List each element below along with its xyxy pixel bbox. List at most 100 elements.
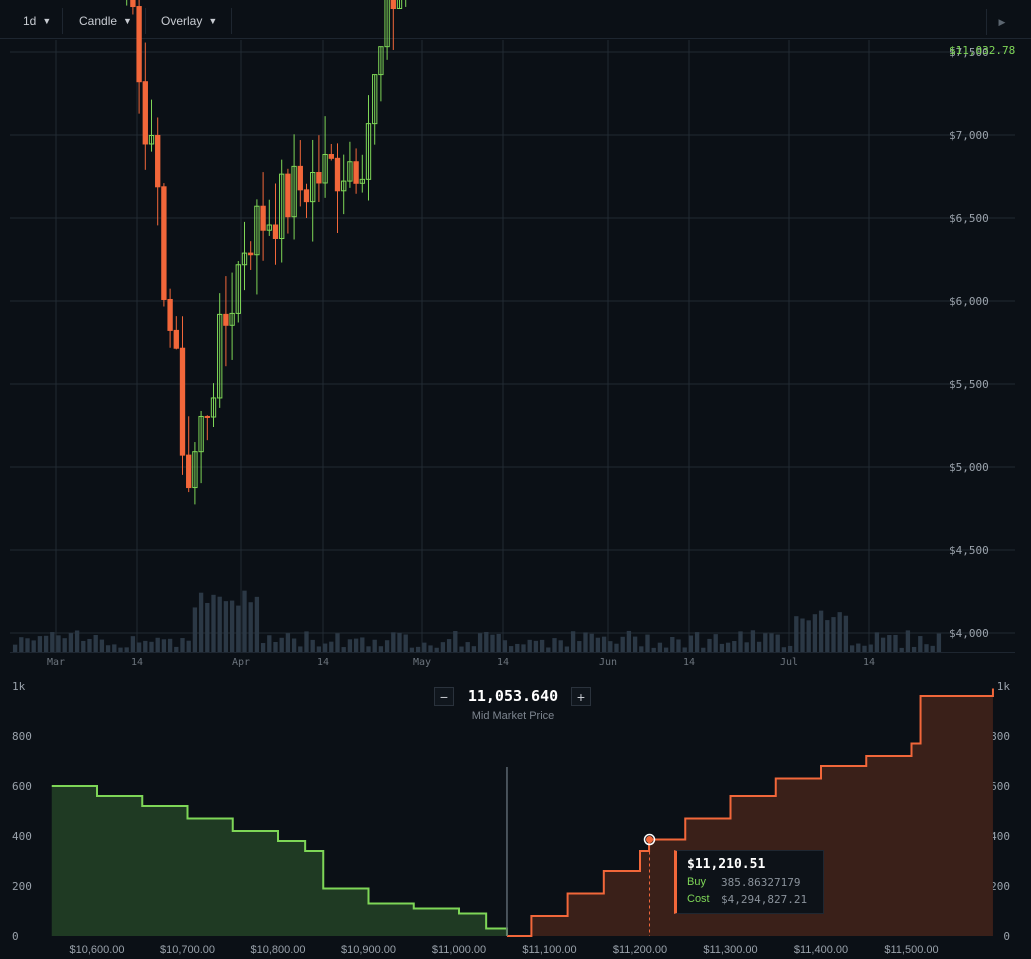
- depth-price-tick: $11,100.00: [522, 944, 576, 956]
- candle: [229, 312, 235, 326]
- time-axis-tick: 14: [317, 657, 329, 668]
- increase-button[interactable]: +: [571, 687, 591, 706]
- candle: [359, 178, 365, 184]
- volume-bar: [211, 594, 216, 652]
- volume-bar: [862, 645, 867, 652]
- candle: [254, 205, 260, 256]
- time-axis-tick: May: [413, 657, 431, 668]
- ask-line: [506, 688, 994, 937]
- volume-bar: [515, 643, 520, 652]
- volume-bar: [558, 640, 563, 652]
- volume-bar: [285, 633, 291, 652]
- tooltip-marker: [643, 833, 656, 846]
- volume-bar: [68, 633, 74, 652]
- volume-bar: [831, 617, 836, 652]
- volume-bar: [930, 645, 935, 652]
- volume-bar: [161, 639, 167, 652]
- volume-bar: [626, 630, 632, 652]
- volume-bar: [577, 641, 582, 652]
- volume-bar: [19, 637, 24, 652]
- candle: [186, 454, 192, 489]
- depth-axis-tick: 1k: [997, 680, 1011, 693]
- interval-dropdown[interactable]: 1d ▼: [9, 8, 63, 34]
- volume-bar: [750, 630, 756, 652]
- volume-bar: [254, 596, 260, 652]
- time-axis-tick: 14: [131, 657, 143, 668]
- volume-bar: [595, 637, 601, 652]
- tooltip-buy-value: 385.86327179: [721, 876, 801, 889]
- volume-bar: [310, 639, 315, 652]
- volume-bar: [843, 615, 849, 652]
- volume-bar: [459, 646, 464, 652]
- price-chart[interactable]: $10,500$10,000$9,500$9,000$8,500$8,000$7…: [0, 0, 1031, 680]
- volume-bar: [149, 641, 154, 652]
- volume-bar: [775, 634, 780, 652]
- price-axis-tick: $6,000: [949, 295, 989, 308]
- volume-bar: [205, 602, 210, 652]
- decrease-button[interactable]: −: [434, 687, 454, 706]
- depth-axis-tick: 600: [12, 780, 32, 793]
- chart-type-dropdown[interactable]: Candle ▼: [64, 8, 146, 34]
- candle: [303, 189, 310, 203]
- volume-bar: [273, 641, 278, 652]
- volume-bar: [756, 641, 762, 652]
- volume-bar: [508, 646, 514, 652]
- volume-bar: [446, 639, 452, 652]
- depth-axis-tick: 600: [990, 780, 1010, 793]
- volume-bar: [465, 642, 470, 652]
- candle: [223, 313, 229, 326]
- candle: [179, 347, 186, 456]
- volume-bar: [143, 640, 148, 652]
- volume-bar: [347, 639, 353, 652]
- tooltip-cost-value: $4,294,827.21: [721, 893, 808, 906]
- depth-axis-tick: 800: [990, 730, 1010, 743]
- volume-bar: [738, 631, 743, 652]
- depth-price-tick: $11,400.00: [794, 944, 848, 956]
- chart-type-label: Candle: [79, 14, 118, 28]
- candle: [167, 298, 173, 331]
- candle: [310, 171, 316, 203]
- candle: [384, 0, 390, 48]
- price-axis-tick: $7,500: [949, 46, 989, 59]
- volume-bar: [422, 642, 427, 652]
- volume-bar: [570, 631, 576, 652]
- volume-bar: [372, 639, 377, 652]
- mid-market-label: Mid Market Price: [471, 710, 555, 722]
- candle: [260, 205, 266, 231]
- time-axis-tick: Jul: [780, 657, 798, 668]
- volume-bar: [527, 639, 532, 652]
- volume-bar: [905, 630, 911, 652]
- play-icon[interactable]: ▶: [986, 9, 1017, 35]
- volume-bar: [25, 638, 30, 652]
- volume-bar: [893, 634, 898, 652]
- volume-bar: [267, 635, 272, 652]
- depth-price-tick: $10,800.00: [250, 944, 305, 956]
- chevron-down-icon: ▼: [208, 16, 218, 26]
- candle: [341, 180, 347, 192]
- volume-bar: [62, 638, 67, 652]
- volume-bar: [74, 630, 80, 652]
- candle: [142, 81, 148, 145]
- overlay-dropdown[interactable]: Overlay ▼: [146, 8, 232, 34]
- candle: [173, 329, 179, 349]
- volume-bar: [502, 640, 508, 652]
- depth-axis-tick: 400: [12, 830, 32, 843]
- depth-axis-tick: 1k: [12, 680, 26, 693]
- candle: [130, 0, 136, 8]
- candle: [322, 153, 328, 184]
- volume-bar: [453, 631, 458, 652]
- candle: [347, 161, 353, 182]
- bid-area: [51, 786, 507, 936]
- volume-bar: [880, 637, 886, 652]
- last-price-label: $11,032.78: [949, 44, 1015, 57]
- volume-bar: [316, 646, 322, 652]
- volume-bar: [645, 634, 650, 652]
- volume-bar: [688, 635, 694, 652]
- volume-bar: [329, 641, 334, 652]
- volume-bar: [56, 635, 61, 652]
- volume-bar: [769, 633, 774, 652]
- volume-bar: [701, 647, 706, 652]
- volume-bar: [434, 647, 439, 652]
- candle: [235, 264, 241, 314]
